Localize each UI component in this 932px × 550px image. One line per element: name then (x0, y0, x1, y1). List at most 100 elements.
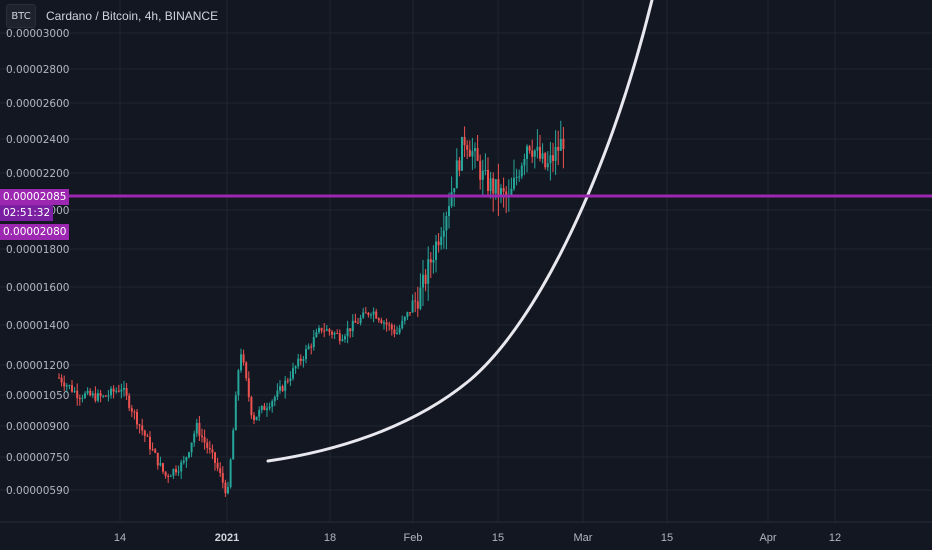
candle-body (125, 388, 128, 396)
candle-body (445, 216, 448, 231)
chart-title: Cardano / Bitcoin, 4h, BINANCE (46, 9, 219, 23)
candle-body (227, 487, 229, 494)
y-tick-label: 0.00002600 (6, 98, 69, 110)
chart-header: BTC Cardano / Bitcoin, 4h, BINANCE (6, 4, 218, 28)
y-tick-label: 0.00000900 (6, 421, 69, 433)
candle-body (403, 316, 406, 321)
x-tick-label: 2021 (215, 532, 239, 544)
candle-body (247, 378, 250, 398)
candle-body (175, 469, 177, 473)
candle-body (76, 390, 79, 399)
candle-body (448, 206, 450, 217)
candle-body (559, 138, 562, 151)
candle-body (505, 191, 508, 198)
candle-body (146, 435, 149, 437)
candle-body (99, 393, 102, 397)
candle-body (133, 411, 136, 413)
candle-body (416, 301, 419, 309)
x-tick-label: 15 (492, 532, 504, 544)
candle-body (263, 405, 266, 411)
candle-body (172, 469, 175, 476)
candle-body (458, 160, 461, 171)
candle-body (195, 422, 198, 434)
candle-body (162, 463, 164, 472)
candle-body (219, 468, 222, 474)
candle-body (539, 146, 541, 159)
candle-body (198, 422, 201, 436)
candle-body (237, 370, 240, 396)
x-tick-label: Apr (759, 532, 776, 544)
candle-body (367, 312, 370, 316)
candle-body (91, 393, 94, 396)
parabolic-curve-drawing[interactable] (266, 0, 654, 463)
candle-body (268, 406, 271, 409)
candle-body (492, 178, 495, 194)
candle-body (284, 380, 287, 391)
candle-body (474, 148, 476, 152)
candle-body (531, 150, 534, 157)
candlestick-series (58, 120, 565, 497)
candle-body (63, 382, 66, 387)
candle-body (502, 188, 505, 192)
y-tick-label: 0.00002800 (6, 64, 69, 76)
candle-body (554, 146, 557, 161)
candle-body (398, 328, 401, 333)
candle-body (310, 346, 313, 348)
candle-body (216, 462, 219, 469)
candle-body (107, 395, 110, 397)
y-tick-label: 0.00001800 (6, 244, 69, 256)
candle-body (487, 169, 489, 191)
candle-body (273, 397, 276, 402)
candle-body (424, 274, 427, 284)
candle-body (468, 149, 471, 157)
candle-body (60, 377, 63, 383)
candle-body (372, 311, 375, 315)
candle-body (333, 333, 336, 335)
candle-body (375, 311, 378, 319)
candle-body (385, 322, 388, 325)
candle-body (429, 259, 432, 263)
candle-body (307, 346, 310, 350)
candle-body (182, 460, 185, 463)
candle-body (390, 324, 393, 330)
candle-body (484, 169, 487, 171)
candle-body (255, 416, 258, 421)
candle-body (208, 447, 211, 450)
candle-body (406, 312, 409, 317)
y-tick-label: 0.00001050 (6, 390, 69, 402)
candle-body (89, 390, 92, 396)
candle-body (357, 322, 359, 324)
candle-body (435, 241, 437, 261)
candle-body (362, 312, 365, 318)
candle-body (190, 442, 193, 453)
candle-body (427, 259, 430, 284)
candle-body (533, 150, 536, 157)
candle-body (393, 329, 396, 334)
candle-body (78, 398, 81, 400)
candle-body (380, 320, 383, 324)
candle-body (320, 327, 323, 331)
candle-body (71, 385, 73, 392)
candle-body (396, 332, 398, 334)
candle-body (297, 358, 300, 367)
candle-body (211, 449, 214, 453)
candle-body (156, 452, 159, 466)
candle-body (401, 320, 404, 329)
candle-body (344, 336, 346, 340)
candle-body (253, 415, 255, 421)
symbol-badge[interactable]: BTC (6, 4, 36, 28)
candle-body (497, 179, 500, 197)
candle-body (229, 459, 232, 488)
candle-body (515, 177, 518, 179)
candle-body (65, 385, 68, 387)
candle-body (279, 386, 281, 391)
candle-body (281, 386, 284, 391)
candle-body (315, 332, 318, 338)
candle-body (557, 146, 560, 151)
candle-body (544, 153, 547, 168)
x-tick-label: Feb (404, 532, 423, 544)
candle-body (117, 390, 120, 392)
y-tick-label: 0.00001600 (6, 282, 69, 294)
candle-body (562, 138, 565, 149)
